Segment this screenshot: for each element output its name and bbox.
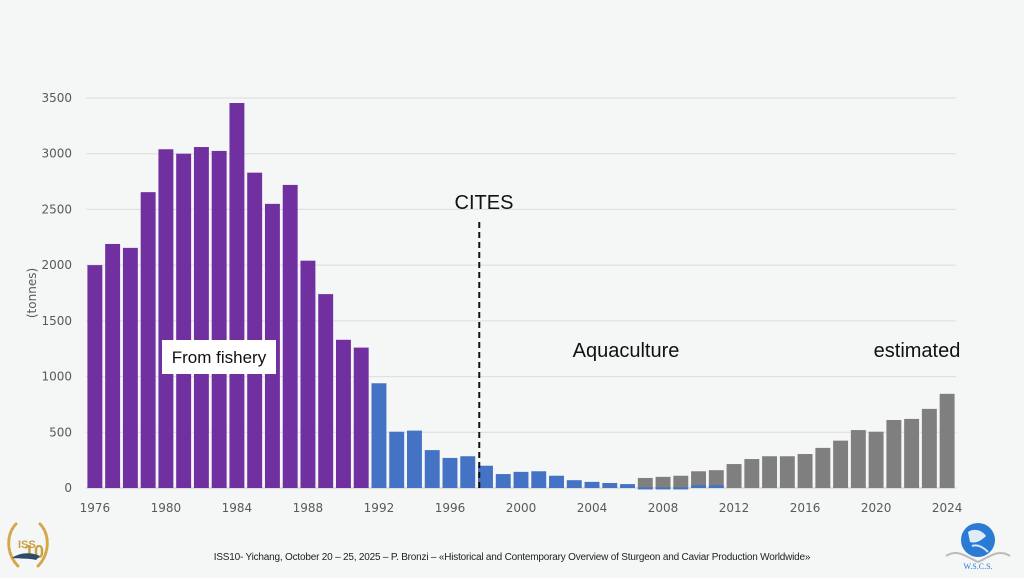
bar-2001-fishery-post-1992- [531, 471, 547, 488]
x-tick-label: 1992 [364, 501, 395, 515]
bar-2022-aquaculture [904, 418, 920, 488]
bar-1998-fishery-post-1992- [478, 465, 493, 488]
bar-1994-fishery-post-1992- [407, 430, 422, 488]
bar-2008-fishery-post-1992- [655, 487, 671, 490]
bar-2011-fishery-post-1992- [708, 485, 724, 488]
bar-2017-aquaculture [815, 447, 831, 488]
svg-text:ISS: ISS [18, 539, 36, 551]
x-tick-label: 2016 [790, 501, 821, 515]
bar-2007-aquaculture [637, 477, 653, 488]
y-tick-label: 0 [64, 481, 72, 495]
bar-1982-from-fishery [193, 147, 209, 488]
y-axis-ticks: 0 500 1000 1500 2000 2500 3000 3500 [41, 91, 72, 495]
wscs-logo-icon: W.S.C.S. [945, 523, 1011, 571]
bar-1979-from-fishery [140, 192, 156, 488]
bar-2003-fishery-post-1992- [566, 480, 582, 488]
bar-2020-aquaculture [868, 431, 884, 488]
bar-2004-fishery-post-1992- [584, 481, 600, 488]
bar-2024-aquaculture [939, 393, 955, 488]
annotation-cites: CITES [455, 192, 514, 214]
bar-2023-aquaculture [921, 408, 937, 488]
bar-2000-fishery-post-1992- [513, 471, 529, 488]
bar-1995-fishery-post-1992- [424, 450, 440, 488]
bar-1990-from-fishery [335, 339, 351, 488]
bar-2021-aquaculture [886, 420, 902, 488]
bar-2007-fishery-post-1992- [637, 487, 653, 490]
bar-2018-aquaculture [833, 440, 849, 488]
bar-1978-from-fishery [122, 247, 138, 488]
bar-2016-aquaculture [797, 454, 813, 488]
x-tick-label: 2024 [932, 501, 963, 515]
x-tick-label: 2004 [577, 501, 608, 515]
annotation-box [162, 340, 276, 374]
y-axis-label: (tonnes) [25, 268, 39, 318]
bar-2014-aquaculture [762, 456, 778, 488]
bar-2008-aquaculture [655, 476, 671, 488]
bar-1989-from-fishery [318, 294, 334, 488]
x-tick-label: 1980 [151, 501, 182, 515]
x-tick-label: 2008 [648, 501, 679, 515]
bar-2009-fishery-post-1992- [673, 487, 689, 490]
bar-1988-from-fishery [300, 260, 316, 488]
bar-2019-aquaculture [850, 430, 866, 488]
x-tick-label: 1976 [80, 501, 111, 515]
bar-1997-fishery-post-1992- [460, 456, 476, 488]
y-tick-label: 1500 [41, 314, 72, 328]
bar-2012-aquaculture [726, 464, 742, 488]
bar-1987-from-fishery [282, 184, 298, 488]
bar-1985-from-fishery [247, 172, 263, 488]
bar-1999-fishery-post-1992- [495, 474, 511, 488]
bar-2013-aquaculture [744, 459, 760, 488]
y-tick-label: 500 [49, 425, 72, 439]
x-tick-label: 1988 [293, 501, 324, 515]
bar-2011-aquaculture [708, 470, 724, 488]
bar-2006-fishery-post-1992- [620, 484, 635, 488]
bar-1992-fishery-post-1992- [371, 383, 387, 488]
annotation-from-fishery-text: From fishery [172, 348, 267, 367]
footer-citation: ISS10- Yichang, October 20 – 25, 2025 – … [213, 552, 811, 563]
bar-2010-aquaculture [691, 471, 707, 488]
annotation-aquaculture: Aquaculture [573, 340, 680, 362]
wscs-logo-text: W.S.C.S. [963, 562, 992, 571]
bar-1981-from-fishery [176, 153, 192, 488]
bar-1976-from-fishery [87, 265, 103, 488]
bar-2010-fishery-post-1992- [691, 485, 707, 488]
bar-1977-from-fishery [105, 243, 121, 488]
y-tick-label: 2000 [41, 258, 72, 272]
annotation-estimated: estimated [874, 340, 961, 362]
bar-1993-fishery-post-1992- [389, 431, 405, 488]
bar-1996-fishery-post-1992- [442, 457, 458, 488]
x-tick-label: 2000 [506, 501, 537, 515]
y-tick-label: 2500 [41, 202, 72, 216]
bar-1983-from-fishery [211, 150, 227, 488]
bar-2002-fishery-post-1992- [549, 475, 564, 488]
bar-2005-fishery-post-1992- [602, 482, 618, 488]
bar-1991-from-fishery [353, 347, 369, 488]
bars [87, 103, 955, 490]
iss10-logo-icon: ISS 10 [7, 522, 49, 568]
bar-1984-from-fishery [229, 103, 245, 488]
x-tick-label: 1984 [222, 501, 253, 515]
x-tick-label: 2020 [861, 501, 892, 515]
x-tick-label: 2012 [719, 501, 750, 515]
bar-1980-from-fishery [158, 149, 174, 488]
bar-2015-aquaculture [779, 456, 795, 488]
x-tick-label: 1996 [435, 501, 466, 515]
y-tick-label: 3500 [41, 91, 72, 105]
y-tick-label: 3000 [41, 147, 72, 161]
x-axis-ticks: 1976 1980 1984 1988 1992 1996 2000 2004 2008 2012… [80, 501, 963, 515]
y-tick-label: 1000 [41, 370, 72, 384]
annotation-from-fishery: From fishery [162, 340, 276, 374]
bar-2009-aquaculture [673, 475, 689, 488]
